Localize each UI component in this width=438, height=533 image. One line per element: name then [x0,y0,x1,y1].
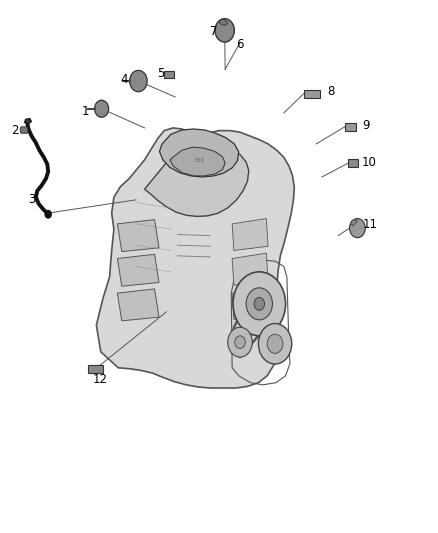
Polygon shape [145,143,249,216]
Circle shape [267,334,283,353]
Text: 2: 2 [11,124,19,137]
Text: 4: 4 [120,74,128,86]
Circle shape [246,288,272,320]
Polygon shape [117,254,159,286]
Polygon shape [117,220,159,252]
Text: 6: 6 [236,38,244,51]
Text: 7: 7 [210,26,218,38]
Text: 11: 11 [363,219,378,231]
Polygon shape [96,128,294,388]
Text: 3: 3 [28,193,35,206]
Circle shape [215,19,234,42]
Polygon shape [20,127,28,133]
Circle shape [254,297,265,310]
Bar [348,159,358,167]
Circle shape [45,211,51,218]
Circle shape [95,100,109,117]
Text: 12: 12 [92,373,107,386]
Polygon shape [232,219,268,251]
Bar [88,365,103,373]
Circle shape [235,336,245,349]
Bar [304,90,320,98]
Circle shape [258,324,292,364]
Bar [345,123,356,131]
Text: 10: 10 [362,156,377,168]
Text: EΣΣ: EΣΣ [194,158,205,164]
Polygon shape [170,147,225,176]
Polygon shape [350,220,357,226]
Polygon shape [117,289,159,321]
Polygon shape [159,129,239,177]
Text: 9: 9 [362,119,370,132]
Circle shape [233,272,286,336]
Text: 1: 1 [81,106,89,118]
Polygon shape [25,118,32,124]
Circle shape [228,327,252,357]
Polygon shape [232,288,268,320]
Text: 5: 5 [158,67,165,79]
Circle shape [350,219,365,238]
Text: 8: 8 [327,85,334,98]
Polygon shape [219,19,228,26]
Circle shape [130,70,147,92]
Polygon shape [232,253,268,285]
Bar [164,71,174,78]
